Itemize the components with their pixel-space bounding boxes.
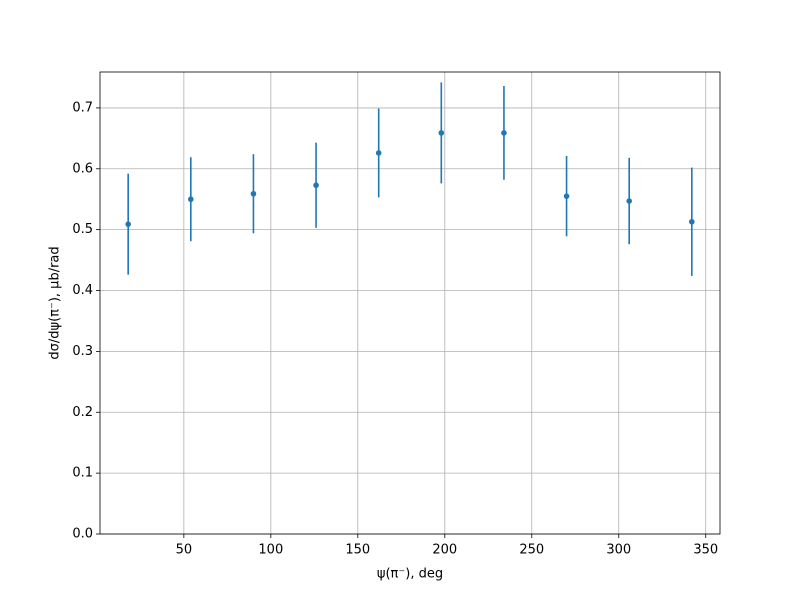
x-tick-label: 250 (519, 543, 544, 558)
y-tick-label: 0.4 (72, 283, 93, 298)
x-tick-label: 50 (176, 543, 193, 558)
data-point (689, 218, 695, 225)
data-point (313, 182, 319, 189)
y-tick-label: 0.6 (72, 161, 93, 176)
data-point (438, 130, 445, 136)
x-axis-label: ψ(π⁻), deg (377, 567, 443, 582)
data-point (188, 196, 194, 203)
y-axis-label: dσ/dψ(π⁻), μb/rad (48, 246, 63, 359)
plot-frame (99, 71, 721, 535)
y-tick-label: 0.7 (72, 100, 93, 115)
x-tick-label: 300 (606, 543, 631, 558)
y-tick-label: 0.5 (72, 222, 93, 237)
data-point (125, 221, 131, 227)
data-point (626, 198, 632, 204)
y-tick-label: 0.1 (72, 466, 93, 481)
data-point (375, 150, 382, 156)
x-tick-label: 350 (693, 543, 718, 558)
data-point (563, 193, 570, 199)
x-tick-label: 100 (258, 543, 283, 558)
data-point (250, 190, 257, 197)
x-tick-label: 150 (345, 543, 370, 558)
x-tick-label: 200 (432, 543, 457, 558)
y-tick-label: 0.2 (72, 405, 93, 420)
y-tick-label: 0.0 (72, 527, 93, 542)
data-point (501, 130, 507, 136)
y-tick-label: 0.3 (72, 344, 93, 359)
